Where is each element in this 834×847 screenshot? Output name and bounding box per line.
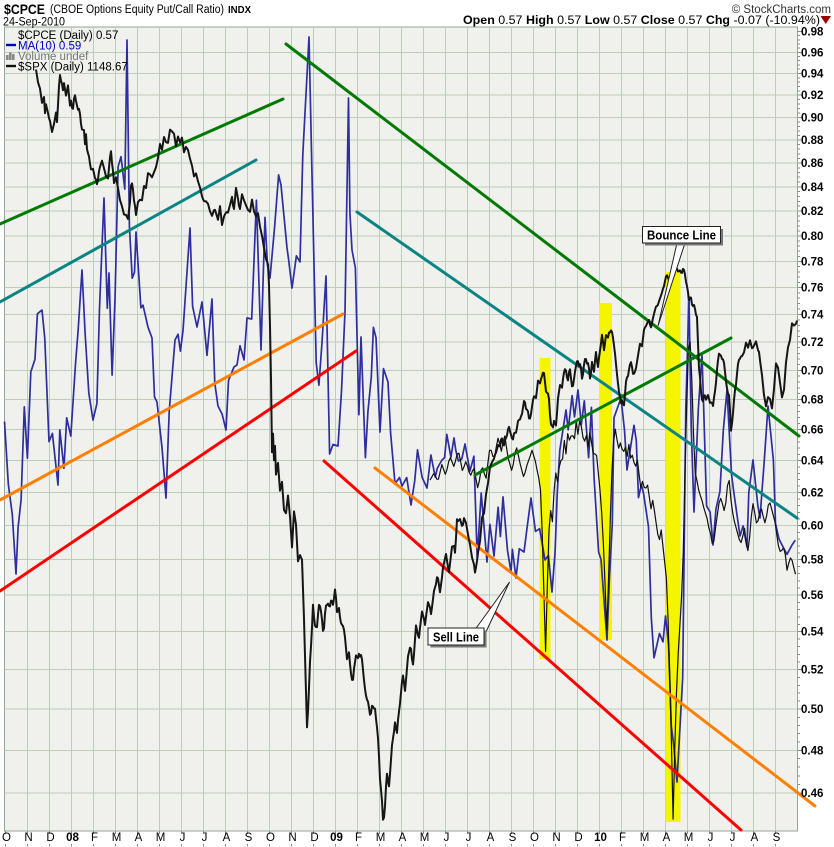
svg-text:S: S xyxy=(245,832,253,844)
svg-text:0.74: 0.74 xyxy=(801,309,824,321)
svg-text:Sell Line: Sell Line xyxy=(433,630,479,645)
svg-text:O: O xyxy=(530,832,539,844)
svg-text:10: 10 xyxy=(594,832,607,844)
svg-text:M: M xyxy=(640,832,650,844)
svg-text:0.70: 0.70 xyxy=(801,365,823,377)
svg-text:INDX: INDX xyxy=(228,5,251,16)
svg-text:A: A xyxy=(135,832,143,844)
svg-text:J: J xyxy=(180,832,186,844)
svg-text:O: O xyxy=(266,832,275,844)
svg-text:0.86: 0.86 xyxy=(801,158,823,170)
svg-text:0.90: 0.90 xyxy=(801,112,823,124)
svg-text:N: N xyxy=(24,832,32,844)
svg-text:0.66: 0.66 xyxy=(801,425,823,437)
svg-text:D: D xyxy=(574,832,582,844)
svg-text:0.92: 0.92 xyxy=(801,90,823,102)
svg-text:0.88: 0.88 xyxy=(801,135,824,147)
svg-text:0.46: 0.46 xyxy=(801,788,823,800)
svg-text:Bounce Line: Bounce Line xyxy=(647,228,716,243)
svg-text:0.56: 0.56 xyxy=(801,590,823,602)
svg-text:0.68: 0.68 xyxy=(801,395,824,407)
svg-text:0.72: 0.72 xyxy=(801,337,823,349)
svg-text:0.96: 0.96 xyxy=(801,47,823,59)
svg-text:© StockCharts.com: © StockCharts.com xyxy=(732,4,831,16)
svg-text:09: 09 xyxy=(330,832,343,844)
svg-text:0.60: 0.60 xyxy=(801,521,823,533)
svg-text:0.50: 0.50 xyxy=(801,704,823,716)
svg-text:J: J xyxy=(708,832,714,844)
svg-text:A: A xyxy=(399,832,407,844)
svg-text:F: F xyxy=(619,832,626,844)
svg-text:M: M xyxy=(684,832,694,844)
svg-text:N: N xyxy=(552,832,560,844)
svg-text:O: O xyxy=(2,832,11,844)
svg-text:S: S xyxy=(509,832,517,844)
svg-text:J: J xyxy=(202,832,208,844)
svg-text:N: N xyxy=(288,832,296,844)
svg-text:0.52: 0.52 xyxy=(801,665,823,677)
svg-text:0.58: 0.58 xyxy=(801,555,824,567)
svg-text:0.94: 0.94 xyxy=(801,69,824,81)
svg-text:M: M xyxy=(156,832,166,844)
svg-text:0.64: 0.64 xyxy=(801,456,824,468)
svg-text:J: J xyxy=(444,832,450,844)
svg-text:MA(10) 0.59: MA(10) 0.59 xyxy=(18,41,81,53)
svg-text:S: S xyxy=(773,832,781,844)
svg-text:0.98: 0.98 xyxy=(801,27,824,39)
svg-text:0.78: 0.78 xyxy=(801,256,824,268)
svg-text:0.76: 0.76 xyxy=(801,283,823,295)
svg-text:(CBOE Options Equity Put/Call: (CBOE Options Equity Put/Call Ratio) xyxy=(50,4,224,16)
svg-text:0.80: 0.80 xyxy=(801,231,823,243)
svg-text:A: A xyxy=(663,832,671,844)
svg-text:F: F xyxy=(91,832,98,844)
svg-text:0.62: 0.62 xyxy=(801,488,823,500)
svg-text:M: M xyxy=(112,832,122,844)
svg-text:J: J xyxy=(466,832,472,844)
svg-text:J: J xyxy=(730,832,736,844)
svg-text:08: 08 xyxy=(66,832,79,844)
svg-text:A: A xyxy=(223,832,231,844)
svg-text:F: F xyxy=(355,832,362,844)
svg-text:0.54: 0.54 xyxy=(801,627,824,639)
svg-text:$SPX (Daily) 1148.67: $SPX (Daily) 1148.67 xyxy=(18,62,128,74)
svg-text:$CPCE (Daily) 0.57: $CPCE (Daily) 0.57 xyxy=(18,30,118,42)
svg-text:M: M xyxy=(376,832,386,844)
svg-text:A: A xyxy=(751,832,759,844)
svg-text:0.48: 0.48 xyxy=(801,745,824,757)
svg-text:0.82: 0.82 xyxy=(801,206,823,218)
svg-text:Open 0.57 High 0.57 Low 0.57 C: Open 0.57 High 0.57 Low 0.57 Close 0.57 … xyxy=(463,15,820,27)
svg-text:$CPCE: $CPCE xyxy=(4,1,45,17)
svg-text:0.84: 0.84 xyxy=(801,182,824,194)
svg-text:M: M xyxy=(420,832,430,844)
svg-text:A: A xyxy=(487,832,495,844)
svg-text:24-Sep-2010: 24-Sep-2010 xyxy=(3,17,65,29)
svg-text:Volume undef: Volume undef xyxy=(18,51,89,63)
svg-text:D: D xyxy=(46,832,54,844)
svg-text:D: D xyxy=(310,832,318,844)
